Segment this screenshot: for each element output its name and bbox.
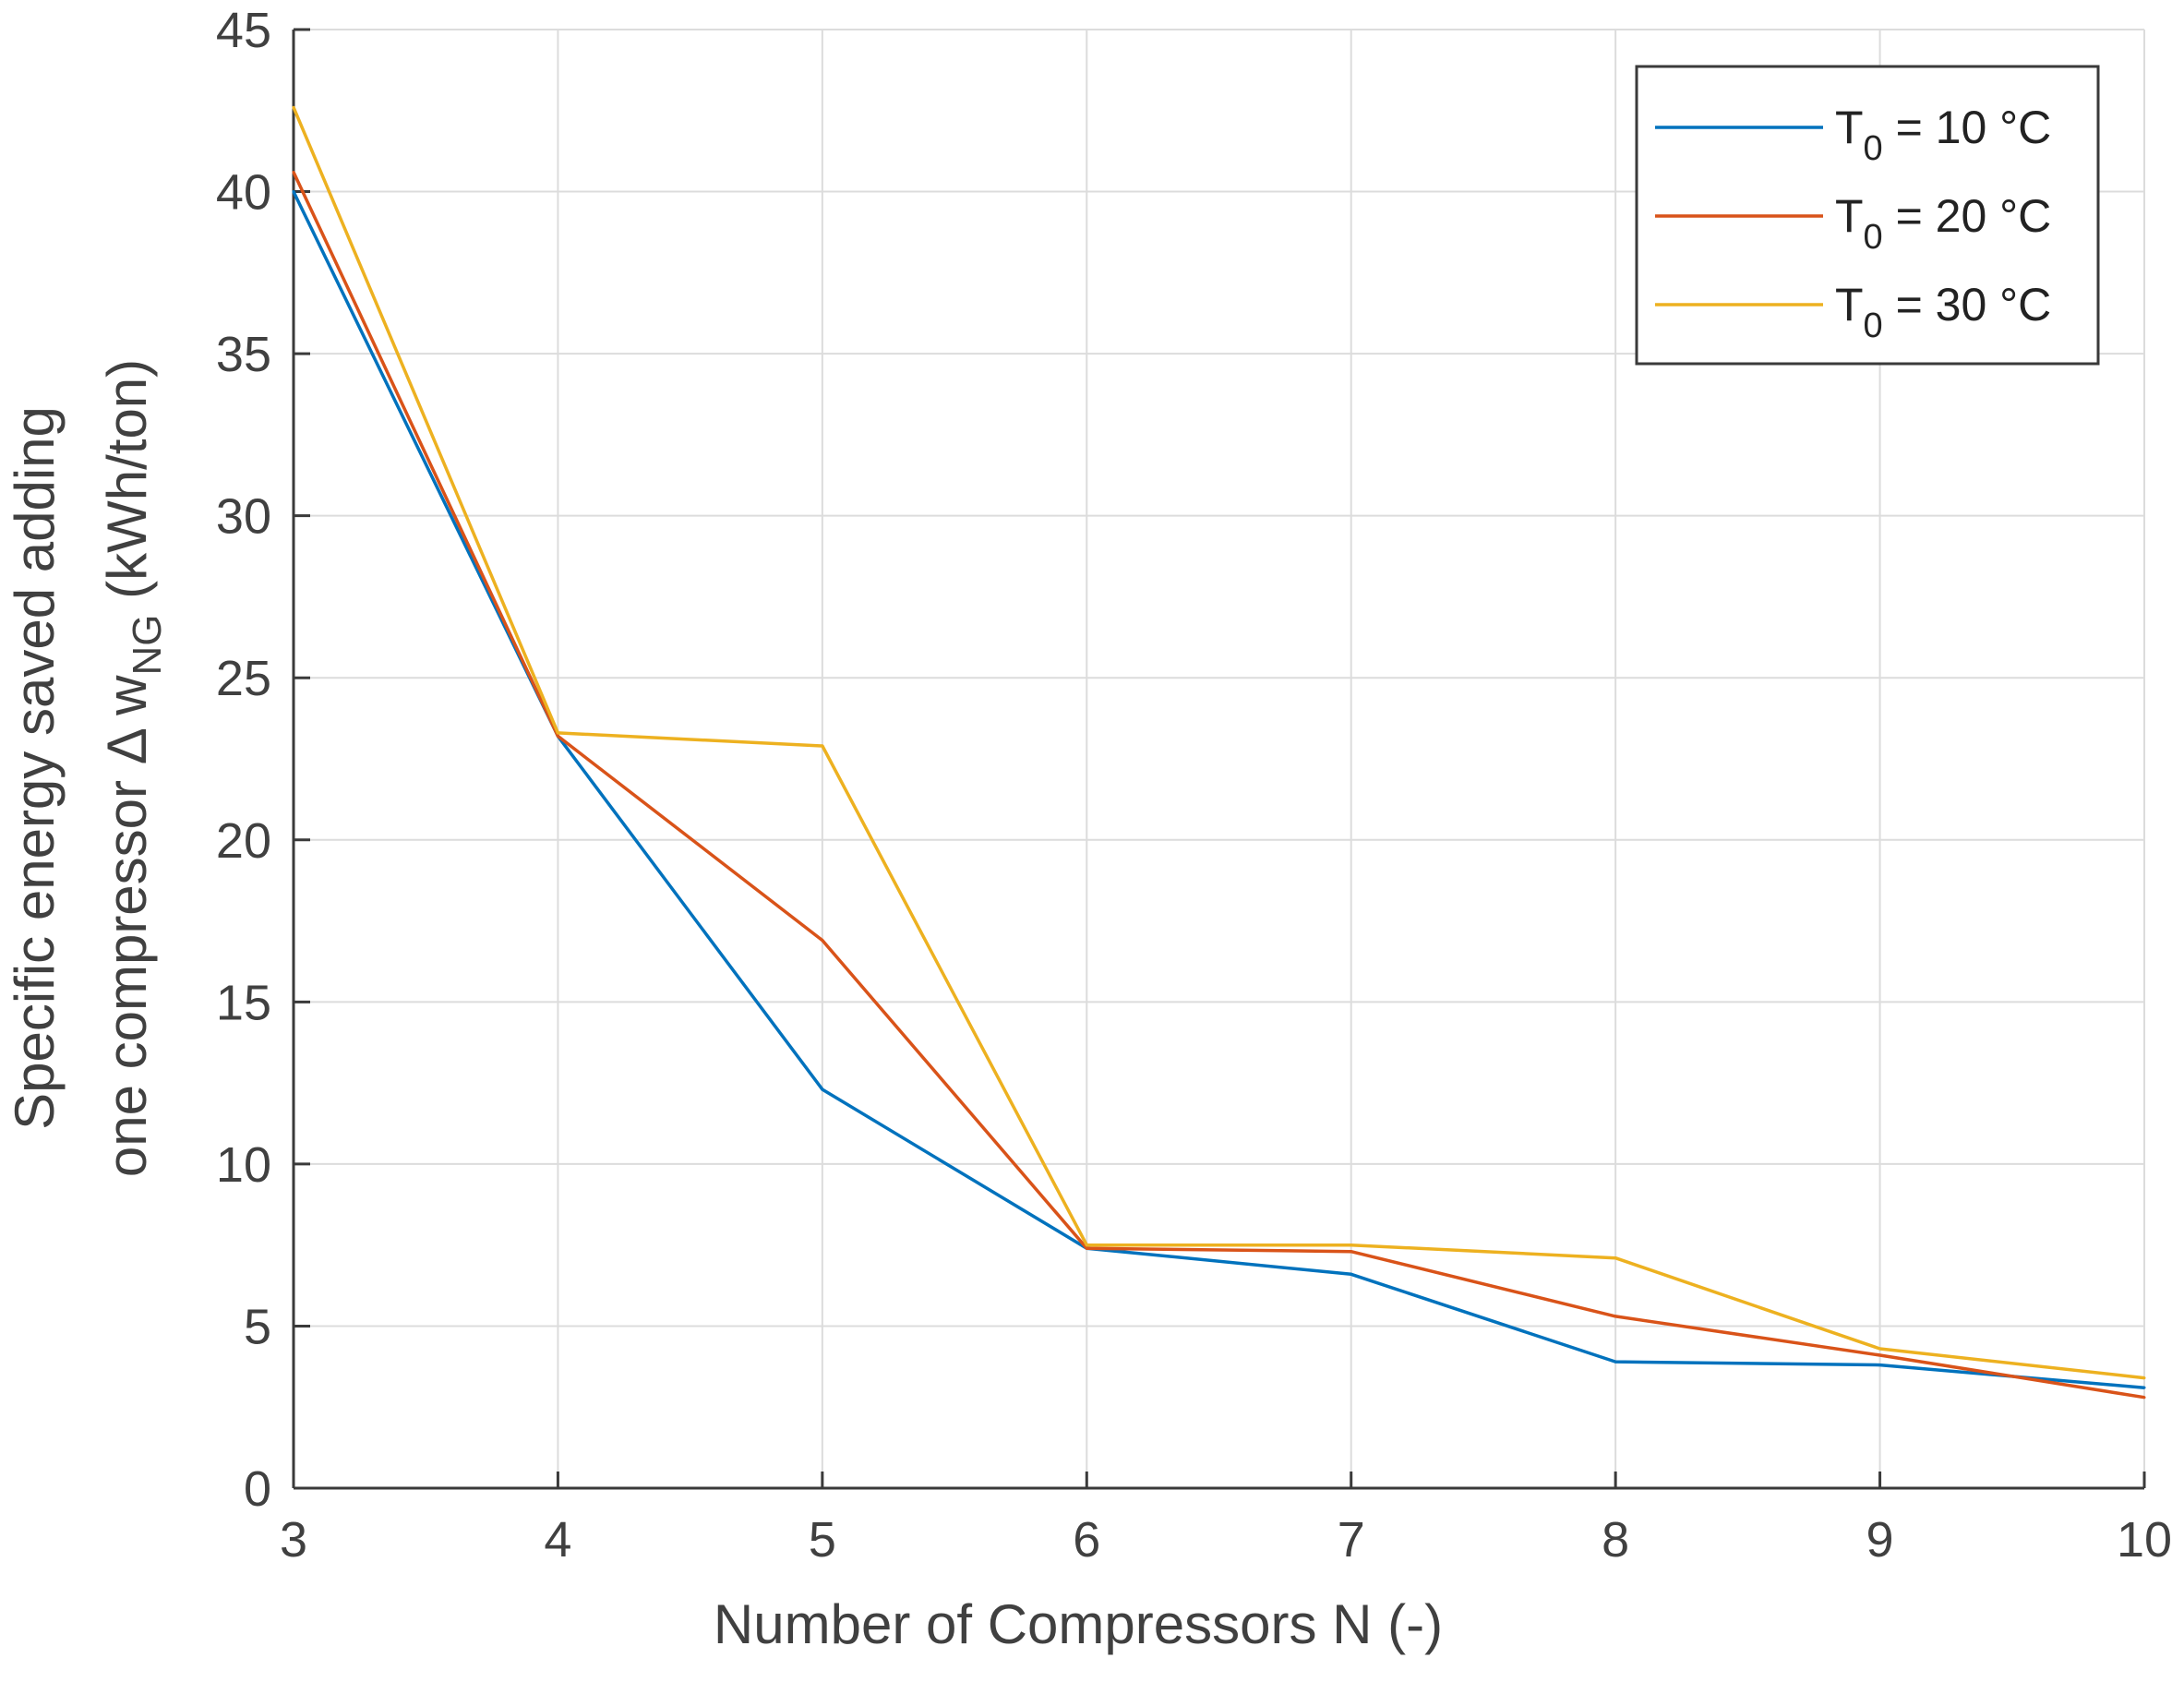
x-tick-label: 6 xyxy=(1073,1512,1100,1568)
y-tick-label: 5 xyxy=(244,1299,271,1354)
y-tick-label: 40 xyxy=(216,165,271,221)
data-point xyxy=(1614,1360,1617,1364)
legend-label-3: T0 = 30 °C xyxy=(1835,279,2051,345)
data-point xyxy=(821,1087,824,1091)
y-tick-labels: 0 5 10 15 20 25 30 35 40 45 xyxy=(216,3,271,1517)
data-point xyxy=(1350,1250,1353,1254)
data-point xyxy=(1085,1246,1088,1250)
data-point xyxy=(821,939,824,943)
x-tick-labels: 3 4 5 6 7 8 9 10 xyxy=(280,1512,2172,1568)
axes xyxy=(292,28,2146,1490)
legend: T0 = 10 °C T0 = 20 °C T0 = 30 °C xyxy=(1635,65,2100,366)
data-point xyxy=(292,190,295,194)
series-group xyxy=(292,105,2146,1400)
data-point xyxy=(292,105,295,109)
data-point xyxy=(1350,1272,1353,1276)
y-axis-title-2: one compressor Δ wNG (kWh/ton) xyxy=(96,359,170,1177)
x-tick-label: 7 xyxy=(1338,1512,1365,1568)
legend-label-1: T0 = 10 °C xyxy=(1835,102,2051,168)
data-point xyxy=(1614,1256,1617,1260)
y-tick-label: 0 xyxy=(244,1461,271,1517)
y-tick-label: 35 xyxy=(216,327,271,382)
data-point xyxy=(2142,1376,2146,1380)
y-axis-title-line1: Specific energy saved adding xyxy=(4,406,66,1130)
data-point xyxy=(556,731,559,735)
y-tick-label: 20 xyxy=(216,813,271,869)
data-point xyxy=(1878,1353,1882,1357)
data-point xyxy=(1614,1315,1617,1318)
x-tick-label: 8 xyxy=(1602,1512,1629,1568)
x-tick-label: 4 xyxy=(544,1512,571,1568)
data-point xyxy=(1350,1243,1353,1247)
y-axis-title-prefix: one compressor Δ w xyxy=(96,675,158,1177)
data-point xyxy=(292,170,295,174)
y-tick-label: 45 xyxy=(216,3,271,58)
y-tick-label: 30 xyxy=(216,489,271,545)
data-point xyxy=(556,734,559,738)
y-tick-label: 10 xyxy=(216,1137,271,1193)
y-tick-label: 25 xyxy=(216,651,271,706)
y-axis-title-subscript: NG xyxy=(125,615,170,676)
data-point xyxy=(2142,1396,2146,1400)
x-tick-label: 5 xyxy=(809,1512,836,1568)
y-axis-title-suffix: (kWh/ton) xyxy=(96,359,158,615)
series-line-2 xyxy=(292,171,2145,1400)
data-point xyxy=(821,744,824,748)
x-tick-label: 9 xyxy=(1866,1512,1894,1568)
x-axis-title: Number of Compressors N (-) xyxy=(714,1593,1443,1655)
x-tick-label: 3 xyxy=(280,1512,307,1568)
data-point xyxy=(1085,1243,1088,1247)
legend-label-2: T0 = 20 °C xyxy=(1835,190,2051,257)
data-point xyxy=(1878,1347,1882,1351)
x-tick-label: 10 xyxy=(2117,1512,2172,1568)
y-tick-label: 15 xyxy=(216,975,271,1030)
y-axis-title: Specific energy saved adding xyxy=(4,406,66,1130)
series-line-3 xyxy=(292,106,2145,1380)
data-point xyxy=(2142,1386,2146,1389)
y-axis-title-line2: one compressor Δ wNG (kWh/ton) xyxy=(96,359,170,1177)
series-line-1 xyxy=(292,190,2145,1389)
data-point xyxy=(1878,1364,1882,1367)
